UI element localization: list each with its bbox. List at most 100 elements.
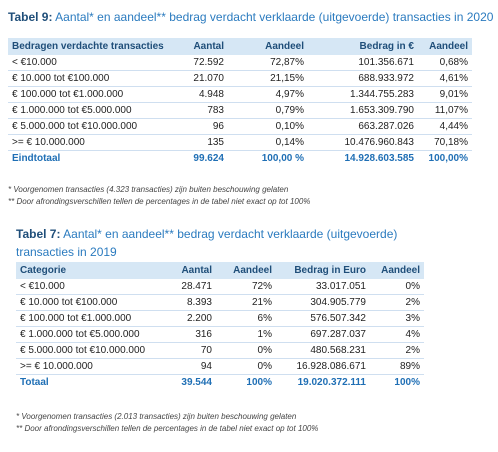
cell: 783 [178,102,228,119]
column-header: Aandeel [216,262,276,279]
cell: € 100.000 tot €1.000.000 [16,310,166,327]
table-label: Tabel 9: [8,10,53,24]
column-header: Bedragen verdachte transacties [8,38,178,55]
cell: 6% [216,310,276,327]
cell: 1.344.755.283 [308,86,418,103]
cell: 70 [166,342,216,359]
cell: 3% [370,310,424,327]
cell: € 10.000 tot €100.000 [16,294,166,311]
cell: 94 [166,358,216,375]
cell: 11,07% [418,102,472,119]
title-text: Aantal* en aandeel** bedrag verdacht ver… [55,10,494,24]
data-row: € 5.000.000 tot €10.000.000 96 0,10% 663.28… [8,118,472,135]
data-row: € 5.000.000 tot €10.000.000 70 0% 480.568.2… [16,342,424,359]
table-head: Categorie Aantal Aandeel Bedrag in Euro Aand… [16,262,424,279]
cell: 4.948 [178,86,228,103]
cell: 72.592 [178,55,228,71]
cell: 72,87% [228,55,308,71]
cell: 0,14% [228,134,308,151]
cell: 2.200 [166,310,216,327]
cell: < €10.000 [16,279,166,295]
cell: >= € 10.000.000 [8,134,178,151]
cell: 21% [216,294,276,311]
cell: 21.070 [178,70,228,87]
table-title: Tabel 7: Aantal* en aandeel** bedrag ver… [16,225,436,261]
footnote: ** Door afrondingsverschillen tellen de … [16,424,319,433]
total-cell: Eindtotaal [8,150,178,166]
total-row: Totaal 39.544 100% 19.020.372.111 100% [16,374,424,390]
cell: 9,01% [418,86,472,103]
cell: 10.476.960.843 [308,134,418,151]
total-cell: 39.544 [166,374,216,390]
table-head: Bedragen verdachte transacties Aantal Aand… [8,38,472,55]
cell: € 1.000.000 tot €5.000.000 [16,326,166,343]
cell: 0,10% [228,118,308,135]
total-cell: 100% [216,374,276,390]
cell: € 100.000 tot €1.000.000 [8,86,178,103]
cell: 0% [370,279,424,295]
total-cell: 100,00 % [228,150,308,166]
cell: 28.471 [166,279,216,295]
table-body: < €10.000 72.592 72,87% 101.356.671 0,68% € 1… [8,55,472,166]
cell: 688.933.972 [308,70,418,87]
cell: 4,44% [418,118,472,135]
cell: 2% [370,294,424,311]
cell: 89% [370,358,424,375]
cell: 135 [178,134,228,151]
data-table: Categorie Aantal Aandeel Bedrag in Euro Aand… [16,262,424,390]
cell: 480.568.231 [276,342,370,359]
column-header: Categorie [16,262,166,279]
cell: 96 [178,118,228,135]
total-cell: 14.928.603.585 [308,150,418,166]
cell: 101.356.671 [308,55,418,71]
cell: 0% [216,342,276,359]
total-cell: 100% [370,374,424,390]
cell: 33.017.051 [276,279,370,295]
cell: 304.905.779 [276,294,370,311]
cell: 8.393 [166,294,216,311]
cell: 316 [166,326,216,343]
cell: € 5.000.000 tot €10.000.000 [8,118,178,135]
cell: 2% [370,342,424,359]
footnotes: * Voorgenomen transacties (4.323 transac… [8,184,310,208]
cell: 0,68% [418,55,472,71]
cell: 72% [216,279,276,295]
header-row: Categorie Aantal Aandeel Bedrag in Euro Aand… [16,262,424,279]
cell: € 10.000 tot €100.000 [8,70,178,87]
cell: 663.287.026 [308,118,418,135]
header-row: Bedragen verdachte transacties Aantal Aand… [8,38,472,55]
footnotes: * Voorgenomen transacties (2.013 transac… [16,411,318,435]
cell: 4,61% [418,70,472,87]
data-table: Bedragen verdachte transacties Aantal Aand… [8,38,472,166]
data-row: € 10.000 tot €100.000 8.393 21% 304.905.779… [16,294,424,311]
cell: € 5.000.000 tot €10.000.000 [16,342,166,359]
data-row: >= € 10.000.000 94 0% 16.928.086.671 89% [16,358,424,375]
cell: >= € 10.000.000 [16,358,166,375]
column-header: Bedrag in € [308,38,418,55]
cell: 21,15% [228,70,308,87]
cell: 1% [216,326,276,343]
cell: 16.928.086.671 [276,358,370,375]
cell: 0% [216,358,276,375]
data-row: >= € 10.000.000 135 0,14% 10.476.960.843 70,… [8,134,472,151]
table-label: Tabel 7: [16,227,61,241]
total-cell: 19.020.372.111 [276,374,370,390]
cell: 4,97% [228,86,308,103]
data-row: € 10.000 tot €100.000 21.070 21,15% 688.933… [8,70,472,87]
data-row: € 100.000 tot €1.000.000 4.948 4,97% 1.344.… [8,86,472,103]
footnote: ** Door afrondingsverschillen tellen de … [8,197,311,206]
table-title: Tabel 9: Aantal* en aandeel** bedrag ver… [8,10,493,24]
footnote: * Voorgenomen transacties (4.323 transac… [8,185,289,194]
table-body: < €10.000 28.471 72% 33.017.051 0% € 10.000 t… [16,279,424,390]
column-header: Aantal [166,262,216,279]
title-text: Aantal* en aandeel** bedrag verdacht ver… [16,227,398,259]
data-row: < €10.000 28.471 72% 33.017.051 0% [16,279,424,295]
column-header: Aantal [178,38,228,55]
cell: 576.507.342 [276,310,370,327]
cell: € 1.000.000 tot €5.000.000 [8,102,178,119]
column-header: Bedrag in Euro [276,262,370,279]
cell: 70,18% [418,134,472,151]
cell: 697.287.037 [276,326,370,343]
data-row: < €10.000 72.592 72,87% 101.356.671 0,68% [8,55,472,71]
